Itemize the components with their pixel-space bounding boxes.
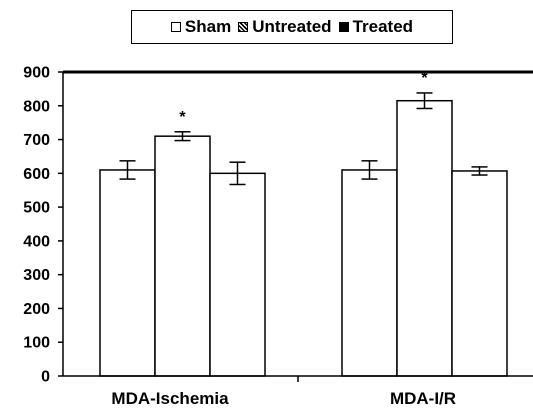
error-bar-untreated-0: [174, 131, 191, 142]
sham-swatch-icon: [170, 22, 181, 32]
error-bar-untreated-1: [416, 92, 433, 110]
legend-item-treated: Treated: [338, 17, 414, 37]
y-axis-ticks: 0 100 200 300 400 500 600 700 800 900: [23, 65, 63, 386]
x-axis-categories: MDA-Ischemia MDA-I/R: [111, 389, 456, 408]
y-tick-label-300: 300: [23, 267, 50, 284]
bar-untreated-0: [154, 135, 211, 377]
error-bar-sham-0: [119, 160, 136, 180]
chart-legend: Sham Untreated Treated: [131, 10, 453, 44]
legend-item-untreated: Untreated: [238, 17, 332, 37]
untreated-swatch-icon: [238, 22, 249, 32]
y-tick-label-400: 400: [23, 233, 50, 250]
y-tick-label-600: 600: [23, 166, 50, 183]
treated-swatch-icon: [338, 22, 349, 32]
error-bar-treated-1: [471, 166, 488, 176]
y-tick-label-700: 700: [23, 132, 50, 149]
y-tick-label-200: 200: [23, 301, 50, 318]
y-tick-label-0: 0: [41, 369, 50, 386]
significance-marker-1: *: [421, 70, 428, 87]
error-bar-treated-0: [229, 161, 246, 186]
error-bar-sham-1: [361, 160, 378, 180]
bar-sham-1: [341, 169, 398, 377]
legend-label-untreated: Untreated: [252, 17, 332, 36]
legend-label-treated: Treated: [352, 17, 414, 36]
y-tick-label-900: 900: [23, 65, 50, 82]
significance-marker-0: *: [179, 109, 186, 126]
legend-label-sham: Sham: [184, 17, 232, 36]
bars-group: **: [99, 70, 508, 377]
x-category-label-0: MDA-Ischemia: [111, 389, 229, 408]
bar-treated-1: [451, 170, 508, 377]
bar-sham-0: [99, 169, 156, 377]
y-tick-label-500: 500: [23, 200, 50, 217]
legend-item-sham: Sham: [170, 17, 232, 37]
bar-treated-0: [209, 172, 266, 377]
x-category-label-1: MDA-I/R: [390, 389, 456, 408]
y-tick-label-100: 100: [23, 335, 50, 352]
y-tick-label-800: 800: [23, 98, 50, 115]
bar-untreated-1: [396, 99, 453, 377]
